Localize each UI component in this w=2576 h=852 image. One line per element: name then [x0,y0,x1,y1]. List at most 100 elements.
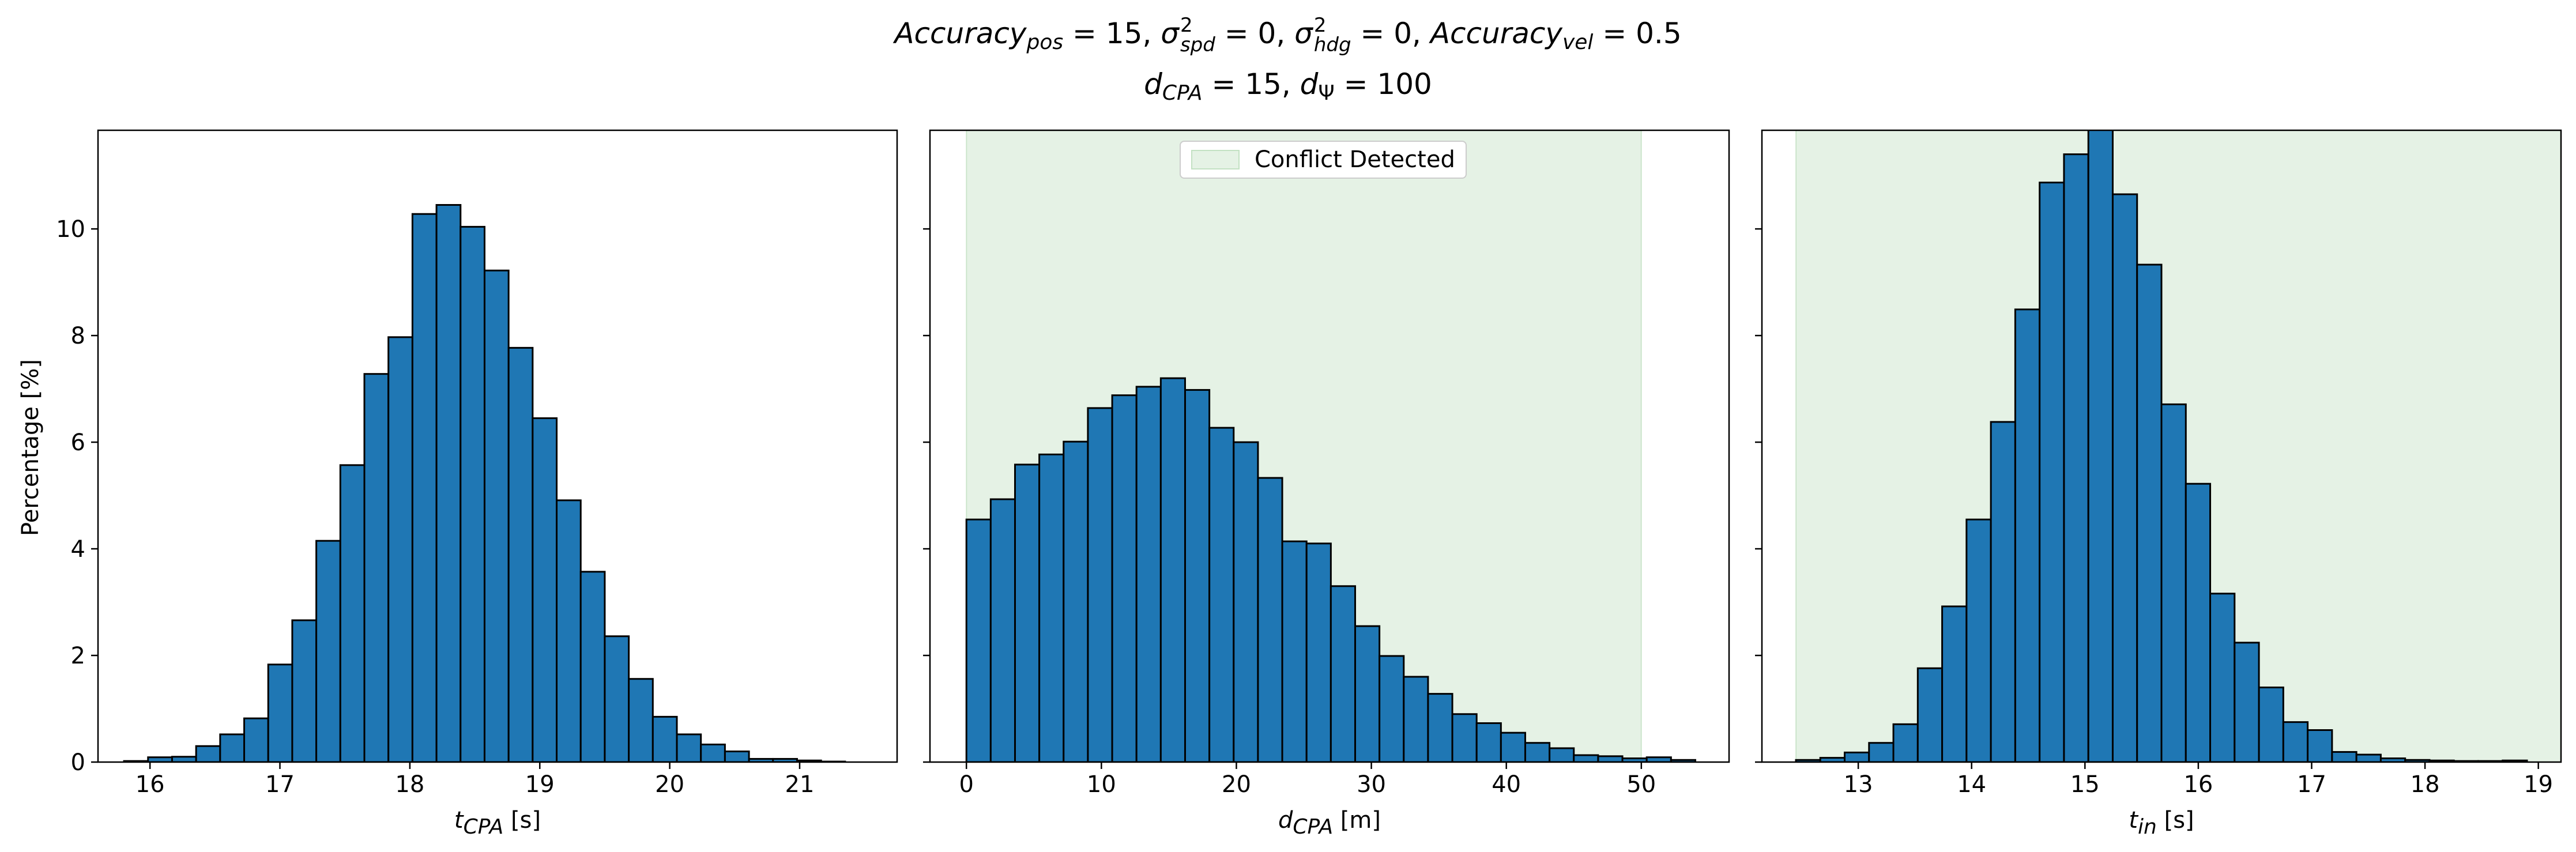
x-tick-label: 15 [2070,771,2100,798]
histogram-bar [1208,427,1235,762]
plot-area-dcpa [965,130,1696,762]
histogram-bar [1916,667,1944,762]
histogram-bar [1403,676,1429,762]
title-dcpa-d: d [1144,67,1162,101]
x-label-tcpa-var: t [454,807,464,834]
histogram-bar [2136,263,2163,762]
title-dcpa-eq: = 15, [1202,67,1300,101]
histogram-bar [435,203,462,762]
x-tick-label: 17 [265,771,295,798]
histogram-bar [989,498,1016,762]
title-dpsi-sub: Ψ [1318,81,1335,105]
histogram-bar [1379,655,1405,762]
histogram-bar [1014,463,1041,762]
histogram-bar [507,346,534,762]
histogram-bar [1990,421,2016,762]
histogram-bar [2282,721,2309,762]
x-tick-label: 17 [2297,771,2326,798]
x-axis-label-dcpa: dCPA [m] [930,807,1729,839]
histogram-bar [651,715,678,762]
histogram-bar [483,269,510,762]
y-tick-label: 6 [71,429,85,456]
x-axis-label-tcpa: tCPA [s] [98,807,897,839]
histogram-bar [1354,625,1381,762]
histogram-bar [965,518,992,762]
y-tick-label: 2 [71,643,85,669]
x-label-dcpa-unit: [m] [1333,807,1381,834]
title-hdg-sub: hdg [1313,33,1351,56]
title-acc-vel-word: Accuracy [1430,17,1562,50]
histogram-bar [291,619,318,762]
x-tick-label: 21 [785,771,815,798]
histogram-bar [2087,130,2114,762]
title-hdg-sup: 2 [1313,14,1327,37]
histogram-bar [1427,693,1453,762]
histogram-bar [579,571,606,762]
histogram-bar [1063,440,1089,762]
histogram-bar [1257,477,1283,762]
title-hdg-eq: = 0, [1351,17,1430,50]
x-label-tin-unit: [s] [2156,807,2194,834]
histogram-bar [2160,403,2187,762]
histogram-bar [363,373,390,762]
legend: Conflict Detected [1180,141,1467,179]
x-tick-label: 16 [2183,771,2213,798]
title-acc-pos-sub: pos [1026,31,1064,54]
histogram-bar [532,417,558,762]
histogram-bar [1305,542,1332,762]
histogram-bar [1184,389,1211,762]
histogram-bar [1233,441,1259,762]
histogram-bar [195,745,221,762]
y-tick-label: 0 [71,749,85,776]
histogram-bar [700,743,726,762]
title-spd-sup: 2 [1180,14,1193,37]
histogram-bar [2014,308,2041,762]
x-label-tcpa-sub: CPA [463,815,504,839]
histogram-bar [1135,386,1162,762]
histogram-bar [2039,182,2065,762]
plot-area-tcpa [123,203,846,762]
subplot-dcpa: 0 10 20 30 40 50 [923,129,1730,798]
histogram-bar [676,733,702,762]
x-tick-label: 18 [395,771,424,798]
histogram-bar [1941,605,1968,762]
histogram-bar [1500,732,1526,762]
histogram-bar [1844,751,1870,762]
title-acc-vel-sub: vel [1562,31,1594,54]
histogram-bar [724,751,750,762]
histogram-bar [1281,540,1308,762]
histogram-bar [604,635,630,762]
histogram-bar [1111,394,1138,762]
x-axis-label-tin: tin [s] [1762,807,2561,839]
title-acc-pos-eq: = 15, [1063,17,1161,50]
histogram-bar [1868,742,1895,762]
figure-title: Accuracypos = 15, σ 2 spd = 0, σ 2 hdg = 0, … [0,13,2576,114]
title-line-2: dCPA = 15, dΨ = 100 [0,63,2576,114]
x-tick-label: 50 [1626,771,1656,798]
histogram-bar [1573,754,1599,762]
histogram-bar [1524,742,1551,762]
histogram-bar [2209,593,2236,762]
x-label-tcpa-unit: [s] [503,807,541,834]
histogram-bar [387,336,413,762]
x-tick-label: 10 [1087,771,1116,798]
title-acc-vel-eq: = 0.5 [1593,17,1682,50]
title-dcpa-sub: CPA [1162,81,1203,105]
histogram-bar [1038,453,1065,762]
histogram-bar [556,499,582,762]
title-spd-eq: = 0, [1215,17,1295,50]
x-tick-label: 20 [655,771,684,798]
title-sigma-hdg: σ [1294,17,1313,50]
histogram-bar [1451,713,1478,762]
histogram-bar [2307,729,2333,762]
histogram-bar [219,733,246,762]
histogram-bar [2258,687,2284,762]
x-label-dcpa-var: d [1278,807,1293,834]
histogram-bar [628,678,654,762]
histogram-bar [460,225,485,762]
x-tick-label: 16 [135,771,165,798]
legend-swatch-conflict [1191,150,1240,169]
histogram-bar [1549,747,1575,762]
histogram-bar [315,540,341,762]
